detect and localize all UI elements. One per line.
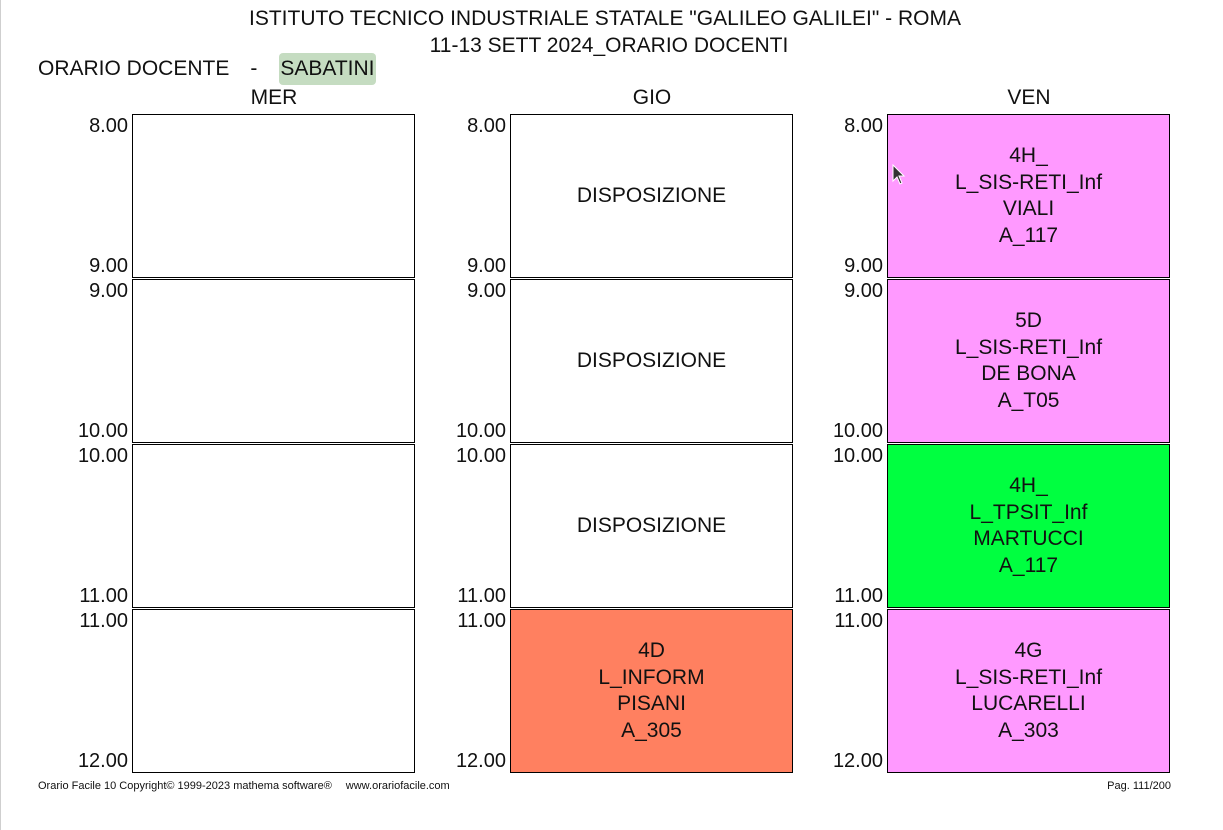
slot-start-time: 9.00 bbox=[89, 280, 128, 302]
slot-end-time: 10.00 bbox=[832, 420, 883, 442]
slot-end-time: 9.00 bbox=[89, 255, 128, 277]
lesson-line: L_SIS-RETI_Inf bbox=[954, 665, 1103, 689]
slot-start-time: 8.00 bbox=[844, 115, 883, 137]
lesson-line: L_INFORM bbox=[598, 665, 705, 689]
lesson-slot[interactable]: DISPOSIZIONE bbox=[510, 444, 793, 608]
lesson-line: A_117 bbox=[998, 223, 1059, 247]
lesson-line: 4H_ bbox=[1009, 144, 1048, 167]
lesson-line: 4G bbox=[1014, 639, 1043, 662]
lesson-line: MARTUCCI bbox=[973, 527, 1084, 550]
lesson-line: VIALI bbox=[1002, 197, 1055, 220]
slot-end-time: 9.00 bbox=[844, 255, 883, 277]
slot-start-time: 9.00 bbox=[844, 280, 883, 302]
lesson-slot[interactable]: 4D L_INFORM PISANI A_305 bbox=[510, 609, 793, 773]
lesson-line: DE BONA bbox=[981, 362, 1076, 385]
mouse-cursor-icon bbox=[892, 164, 906, 185]
lesson-line: PISANI bbox=[617, 692, 686, 715]
schedule-subtitle: 11-13 SETT 2024_ORARIO DOCENTI bbox=[429, 34, 789, 57]
slot-end-time: 10.00 bbox=[77, 420, 128, 442]
lesson-line: A_117 bbox=[998, 553, 1059, 577]
lesson-line: A_T05 bbox=[997, 388, 1060, 412]
lesson-line: L_TPSIT_Inf bbox=[969, 500, 1088, 524]
lesson-slot[interactable] bbox=[132, 609, 415, 773]
teacher-name[interactable]: SABATINI bbox=[279, 53, 376, 85]
slot-start-time: 11.00 bbox=[79, 610, 128, 632]
teacher-row: ORARIO DOCENTE - SABATINI bbox=[38, 53, 376, 85]
slot-start-time: 11.00 bbox=[457, 610, 506, 632]
page-number: Pag. 111/200 bbox=[1107, 780, 1171, 792]
lesson-slot[interactable]: DISPOSIZIONE bbox=[510, 114, 793, 278]
slot-start-time: 11.00 bbox=[834, 610, 883, 632]
lesson-line: L_SIS-RETI_Inf bbox=[954, 335, 1103, 359]
separator: - bbox=[250, 57, 258, 80]
footer-url[interactable]: www.orariofacile.com bbox=[345, 780, 450, 792]
slot-end-time: 9.00 bbox=[467, 255, 506, 277]
day-label-ven: VEN bbox=[1007, 86, 1051, 109]
lesson-line: DISPOSIZIONE bbox=[576, 183, 727, 207]
lesson-line: DISPOSIZIONE bbox=[576, 513, 727, 537]
page-border bbox=[0, 0, 1, 830]
slot-start-time: 10.00 bbox=[832, 445, 883, 467]
lesson-slot[interactable]: DISPOSIZIONE bbox=[510, 279, 793, 443]
copyright-text: Orario Facile 10 Copyright© 1999-2023 ma… bbox=[38, 780, 332, 792]
lesson-line: LUCARELLI bbox=[971, 692, 1086, 715]
slot-end-time: 12.00 bbox=[832, 750, 883, 772]
lesson-line: 5D bbox=[1015, 309, 1042, 332]
day-label-mer: MER bbox=[250, 86, 298, 109]
slot-start-time: 8.00 bbox=[89, 115, 128, 137]
lesson-slot[interactable]: 4H_ L_SIS-RETI_Inf VIALI A_117 bbox=[887, 114, 1170, 278]
slot-end-time: 12.00 bbox=[455, 750, 506, 772]
lesson-line: A_303 bbox=[998, 718, 1059, 742]
lesson-slot[interactable] bbox=[132, 114, 415, 278]
lesson-line: 4H_ bbox=[1009, 474, 1048, 497]
slot-start-time: 10.00 bbox=[77, 445, 128, 467]
slot-end-time: 10.00 bbox=[455, 420, 506, 442]
slot-end-time: 12.00 bbox=[77, 750, 128, 772]
lesson-line: DISPOSIZIONE bbox=[576, 348, 727, 372]
footer-copyright: Orario Facile 10 Copyright© 1999-2023 ma… bbox=[38, 780, 450, 792]
lesson-slot[interactable] bbox=[132, 279, 415, 443]
lesson-slot[interactable]: 4H_ L_TPSIT_Inf MARTUCCI A_117 bbox=[887, 444, 1170, 608]
slot-end-time: 11.00 bbox=[79, 585, 128, 607]
lesson-line: L_SIS-RETI_Inf bbox=[954, 170, 1103, 194]
lesson-slot[interactable] bbox=[132, 444, 415, 608]
lesson-slot[interactable]: 5D L_SIS-RETI_Inf DE BONA A_T05 bbox=[887, 279, 1170, 443]
school-title: ISTITUTO TECNICO INDUSTRIALE STATALE "GA… bbox=[249, 7, 961, 30]
lesson-line: A_305 bbox=[621, 718, 682, 742]
slot-start-time: 9.00 bbox=[467, 280, 506, 302]
lesson-slot[interactable]: 4G L_SIS-RETI_Inf LUCARELLI A_303 bbox=[887, 609, 1170, 773]
slot-start-time: 8.00 bbox=[467, 115, 506, 137]
day-label-gio: GIO bbox=[632, 86, 672, 109]
slot-end-time: 11.00 bbox=[457, 585, 506, 607]
lesson-line: 4D bbox=[638, 639, 665, 662]
slot-start-time: 10.00 bbox=[455, 445, 506, 467]
schedule-type-label: ORARIO DOCENTE bbox=[38, 57, 230, 80]
slot-end-time: 11.00 bbox=[834, 585, 883, 607]
